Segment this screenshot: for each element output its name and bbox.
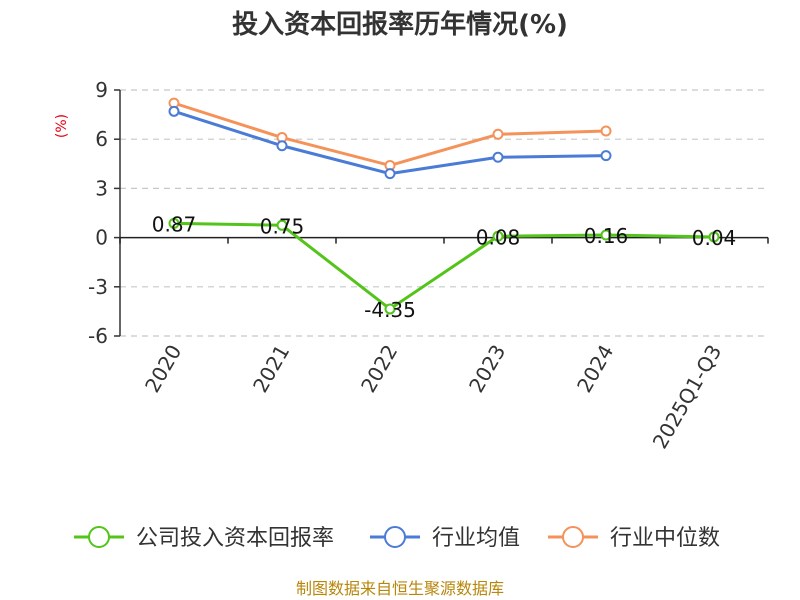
data-point (708, 231, 720, 243)
y-tick-label: 0 (95, 226, 108, 250)
legend-label: 行业均值 (432, 526, 520, 551)
x-tick-label: 2024 (572, 341, 618, 397)
data-point (384, 168, 396, 180)
y-tick-label: 9 (95, 78, 108, 102)
data-label: -4.35 (364, 298, 416, 322)
x-tick-label: 2022 (356, 341, 402, 397)
series-line (173, 221, 715, 311)
data-point (168, 217, 180, 229)
y-tick-label: 3 (95, 176, 108, 200)
y-axis-label: (%) (54, 114, 70, 138)
y-tick-label: -3 (88, 275, 108, 299)
data-label: 0.87 (152, 212, 197, 236)
source-note: 制图数据来自恒生聚源数据库 (296, 579, 504, 598)
x-tick-label: 2025Q1-Q3 (648, 341, 727, 453)
grid-lines (120, 89, 768, 337)
y-tick-labels: 9 6 3 0 -3 -6 (88, 78, 108, 348)
x-tick-labels: 2020 2021 2022 2023 2024 2025Q1-Q3 (140, 341, 726, 453)
data-point (276, 140, 288, 152)
legend-label: 公司投入资本回报率 (136, 526, 334, 551)
x-tick-label: 2021 (248, 341, 294, 397)
x-tick-label: 2023 (464, 341, 510, 397)
legend-marker (88, 526, 110, 548)
data-point (492, 128, 504, 140)
data-labels: 0.87 0.75 -4.35 0.08 0.16 0.04 (152, 212, 737, 322)
data-point (600, 229, 612, 241)
data-point (600, 150, 612, 162)
data-point (492, 230, 504, 242)
data-point (168, 105, 180, 117)
data-point (276, 219, 288, 231)
axes (114, 89, 769, 337)
chart-title: 投入资本回报率历年情况(%) (232, 9, 568, 40)
series-lines (168, 97, 720, 315)
data-label: 0.16 (584, 224, 629, 248)
legend: 公司投入资本回报率 行业均值 行业中位数 (74, 526, 720, 551)
y-tick-label: -6 (88, 324, 108, 348)
legend-label: 行业中位数 (610, 526, 720, 551)
legend-marker (384, 526, 406, 548)
data-point (600, 125, 612, 137)
y-tick-label: 6 (95, 127, 108, 151)
x-tick-label: 2020 (140, 341, 186, 397)
data-point (384, 303, 396, 315)
data-label: 0.08 (476, 225, 521, 249)
data-point (492, 151, 504, 163)
data-label: 0.75 (260, 214, 305, 238)
data-label: 0.04 (692, 226, 737, 250)
legend-marker (562, 526, 584, 548)
